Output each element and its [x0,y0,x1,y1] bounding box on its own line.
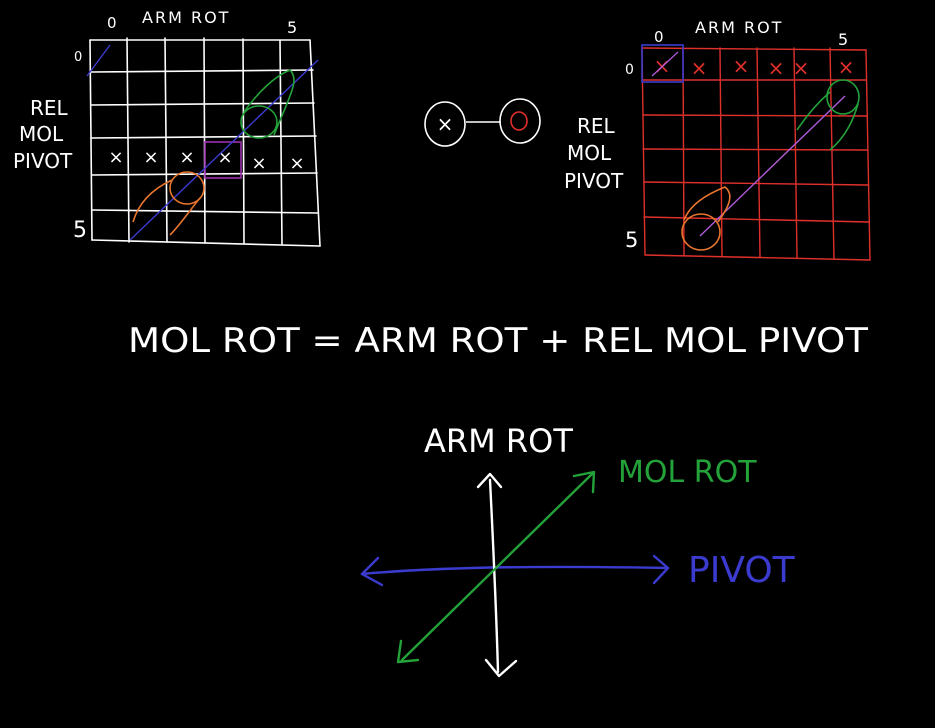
left-side-tick-start: 0 [74,50,82,65]
o-circle [499,98,541,144]
left-top-tick-start: 0 [107,14,117,32]
left-x-mark: × [251,153,266,174]
horizontal-axis-label: PIVOT [688,550,796,591]
right-side-label-line-3: PIVOT [564,169,624,193]
right-grid-labels: 0 ARM ROT 5 0 5 REL MOL PIVOT [564,18,848,252]
left-x-mark: × [217,147,232,168]
right-grid [641,47,871,261]
left-x-mark: × [289,153,304,174]
left-side-label-line-2: MOL [19,122,64,146]
left-top-tick-end: 5 [287,18,297,37]
left-x-mark: × [179,147,194,168]
axes-diagram [360,470,670,678]
right-x-mark: × [793,56,810,80]
right-grid-highlight-box [641,44,684,83]
left-side-label-line-1: REL [30,96,69,120]
equation: MOL ROT = ARM ROT + REL MOL PIVOT [128,321,868,361]
diagonal-axis-label: MOL ROT [618,455,757,490]
right-x-mark: × [733,54,750,78]
right-grid-horizontals [641,47,871,261]
left-grid-orange-loop [132,171,205,236]
right-grid-x-marks: × × × × × × [654,54,855,80]
right-x-mark: × [691,56,708,80]
left-side-label-line-3: PIVOT [13,149,73,173]
right-top-label: ARM ROT [695,18,783,37]
left-grid-diagonal-line [86,44,319,241]
right-grid-orange-loop [681,186,731,251]
left-grid-green-loop [240,69,295,139]
right-side-label-line-2: MOL [567,141,612,165]
left-grid-labels: 0 ARM ROT 5 0 5 REL MOL PIVOT [13,8,297,243]
left-top-label: ARM ROT [142,8,230,27]
right-grid-green-loop [796,79,860,151]
right-top-tick-end: 5 [838,30,848,49]
left-side-tick-end: 5 [73,218,87,243]
x-circle [424,101,466,147]
vertical-axis-arrow [476,472,518,678]
horizontal-axis-arrow [360,554,670,587]
right-side-tick-end: 5 [625,228,638,252]
left-grid-horizontals [89,39,321,247]
right-x-mark: × [768,56,785,80]
middle-x-mark: × [437,112,454,136]
left-grid-x-marks: × × × × × × [108,147,304,174]
left-grid-highlight-box [204,141,242,179]
right-top-tick-start: 0 [654,28,664,46]
right-side-label-line-1: REL [577,114,616,138]
middle-connection: × [424,98,541,147]
vertical-axis-label: ARM ROT [424,422,573,460]
diagonal-axis-arrow [396,470,596,664]
red-inner-circle [510,111,528,131]
left-x-mark: × [143,147,158,168]
left-x-mark: × [108,147,123,168]
right-x-mark: × [838,55,855,79]
axes-labels: ARM ROT MOL ROT PIVOT [424,422,796,591]
right-side-tick-start: 0 [625,62,634,78]
